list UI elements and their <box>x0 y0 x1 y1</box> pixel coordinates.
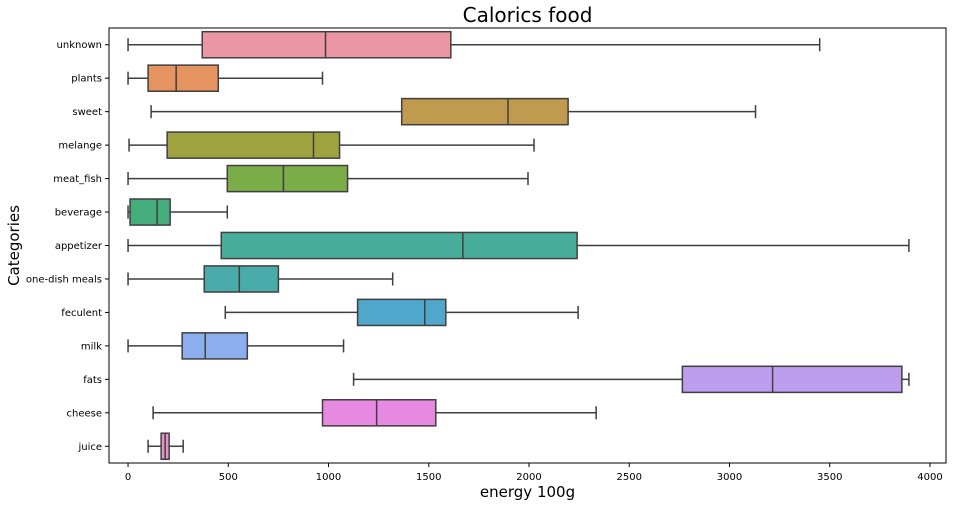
x-tick-label: 1000 <box>316 472 341 483</box>
box-appetizer <box>127 231 910 260</box>
x-tick-label: 2500 <box>617 472 642 483</box>
x-tick-label: 3000 <box>717 472 742 483</box>
box-body <box>220 231 578 260</box>
y-tick-label: sweet <box>72 107 102 118</box>
box-fats <box>352 365 910 394</box>
y-tick-label: beverage <box>55 208 102 219</box>
box-sweet <box>150 97 757 126</box>
x-tick-label: 500 <box>219 472 238 483</box>
y-tick-label: fats <box>83 375 102 386</box>
box-body <box>201 30 452 59</box>
box-juice <box>147 432 184 461</box>
box-body <box>129 198 171 226</box>
y-tick-label: milk <box>81 341 102 352</box>
y-tick-label: melange <box>58 141 102 152</box>
box-beverage <box>127 198 229 226</box>
box-meat_fish <box>127 164 529 193</box>
box-melange <box>128 131 535 159</box>
x-tick-label: 2000 <box>516 472 541 483</box>
y-axis-ticks: unknown plants sweet melange meat_fishbevera… <box>26 40 109 453</box>
box-body <box>203 265 280 293</box>
y-tick-label: plants <box>71 74 102 85</box>
x-tick-label: 4000 <box>917 472 942 483</box>
box-plants <box>127 64 324 92</box>
box-feculent <box>224 298 579 327</box>
y-tick-label: juice <box>77 442 102 453</box>
box-body <box>681 365 903 394</box>
y-axis-label: Categories <box>5 205 23 286</box>
y-tick-label: one-dish meals <box>26 274 102 285</box>
box-body <box>356 298 447 327</box>
y-tick-label: meat_fish <box>53 174 102 185</box>
x-tick-label: 0 <box>125 472 131 483</box>
y-tick-label: feculent <box>61 308 102 319</box>
boxes-group <box>127 30 910 461</box>
x-axis-ticks: 0 500 1000 1500 2000 2500 3000 3500 4000 <box>125 463 943 483</box>
box-milk <box>127 332 345 360</box>
y-tick-label: unknown <box>57 40 102 51</box>
box-body <box>147 64 220 92</box>
x-tick-label: 1500 <box>416 472 441 483</box>
y-tick-label: appetizer <box>55 241 103 252</box>
x-axis-label: energy 100g <box>480 483 575 501</box>
box-body <box>321 399 437 427</box>
x-tick-label: 3500 <box>817 472 842 483</box>
box-body <box>226 164 349 193</box>
chart-title: Calorics food <box>463 3 593 27</box>
box-body <box>166 131 341 159</box>
box-one-dish-meals <box>127 265 394 293</box>
box-body <box>181 332 249 360</box>
box-body <box>400 97 569 126</box>
box-cheese <box>152 399 597 427</box>
box-unknown <box>127 30 821 59</box>
y-tick-label: cheese <box>66 408 102 419</box>
